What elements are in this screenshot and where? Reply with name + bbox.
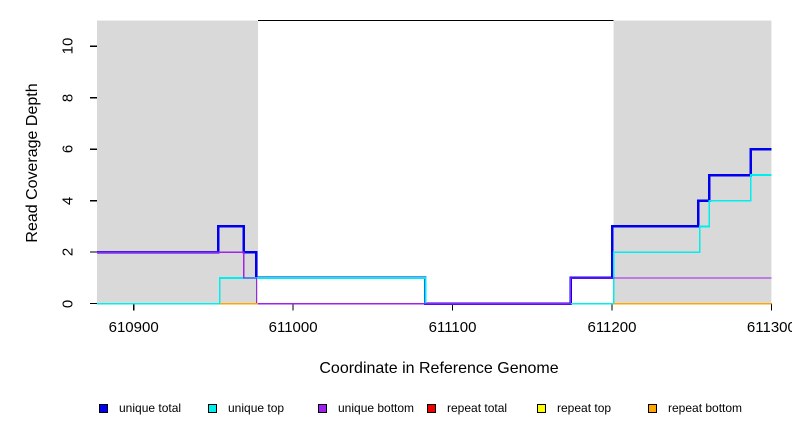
legend-label: unique total xyxy=(119,401,182,415)
legend-item: unique top xyxy=(208,401,285,415)
legend-swatch-icon xyxy=(318,403,327,413)
legend-swatch-icon xyxy=(99,403,108,413)
x-tick-label: 611000 xyxy=(268,319,318,336)
y-tick-label: 4 xyxy=(59,196,77,205)
legend-label: unique bottom xyxy=(338,401,415,415)
legend-label: repeat total xyxy=(447,401,508,415)
y-tick-label: 6 xyxy=(59,145,77,154)
x-tick-label: 610900 xyxy=(108,319,159,336)
legend-label: unique top xyxy=(228,401,285,415)
legend-swatch-icon xyxy=(208,403,217,413)
legend-item: repeat bottom xyxy=(648,401,743,415)
legend-item: repeat top xyxy=(537,401,612,415)
legend-swatch-icon xyxy=(427,403,436,413)
x-tick-label: 611100 xyxy=(428,319,477,336)
legend-item: repeat total xyxy=(427,401,508,415)
y-tick-label: 10 xyxy=(59,37,77,55)
legend-swatch-icon xyxy=(648,403,657,413)
y-axis-title: Read Coverage Depth xyxy=(24,83,41,243)
legend-item: unique total xyxy=(99,401,182,415)
series-unique-bottom xyxy=(97,251,772,305)
x-tick-label: 611300 xyxy=(746,319,792,336)
legend-label: repeat top xyxy=(557,401,612,415)
legend-item: unique bottom xyxy=(318,401,415,415)
repeat-region-left xyxy=(97,20,259,304)
y-tick-label: 2 xyxy=(59,247,77,257)
legend-swatch-icon xyxy=(537,403,546,413)
y-tick-label: 8 xyxy=(59,93,77,102)
legend-label: repeat bottom xyxy=(668,401,743,415)
y-tick-label: 0 xyxy=(59,299,77,308)
x-axis-title: Coordinate in Reference Genome xyxy=(319,360,559,377)
repeat-region-right xyxy=(613,20,772,304)
x-tick-label: 611200 xyxy=(587,319,637,336)
